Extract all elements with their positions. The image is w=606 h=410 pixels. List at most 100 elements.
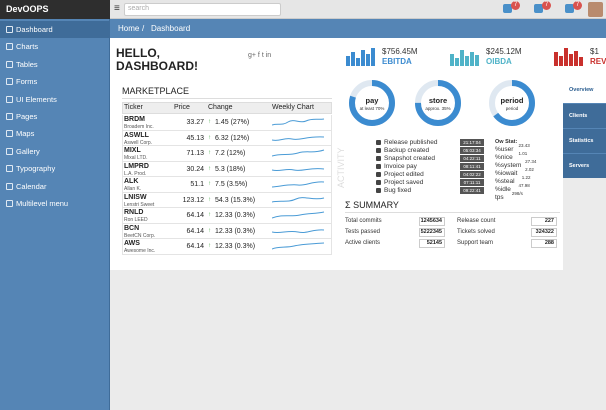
company: Ron LEED xyxy=(124,217,148,223)
time-badge: 05:03:34 xyxy=(460,147,484,154)
price: 45.13 xyxy=(186,134,204,142)
trend-arrow: ↑ xyxy=(208,243,211,249)
company: Mixal LTD. xyxy=(124,155,148,161)
sparkline xyxy=(272,149,325,157)
trend-arrow: ↑ xyxy=(208,150,211,156)
avatar[interactable] xyxy=(588,2,603,17)
sparkline-path xyxy=(272,196,325,202)
summary-label: Total commits xyxy=(345,218,382,224)
activity-text: Project edited xyxy=(384,171,424,178)
tab[interactable]: Clients xyxy=(563,103,606,128)
menu-item[interactable]: Dashboard xyxy=(0,21,110,38)
search-box[interactable]: search xyxy=(124,3,281,16)
trend-arrow: ↑ xyxy=(208,196,211,203)
menu-item[interactable]: UI Elements xyxy=(0,91,110,108)
mini-bar xyxy=(559,56,563,66)
stat-name: %user xyxy=(495,146,514,153)
mini-bar xyxy=(366,54,370,66)
donut-subtitle: at least 70% xyxy=(359,106,385,111)
company: Aswell Corp. xyxy=(124,139,153,146)
stat-value: $1 xyxy=(590,47,599,56)
breadcrumb-bar: Home / Dashboard xyxy=(110,19,606,38)
summary-label: Tickets solved xyxy=(457,229,495,235)
sparkline-path xyxy=(272,181,325,188)
stat-name: %idle xyxy=(495,186,511,193)
menu-icon xyxy=(6,113,13,120)
sparkline-path xyxy=(272,211,325,219)
time-badge: 08:11:41 xyxy=(460,163,484,170)
nav-icon[interactable] xyxy=(503,4,512,13)
tab[interactable]: Statistics xyxy=(563,128,606,153)
menu-item[interactable]: Typography xyxy=(0,160,110,177)
menu-item[interactable]: Forms xyxy=(0,73,110,90)
ticker: AWS xyxy=(124,240,140,247)
summary-value: 288 xyxy=(531,239,557,248)
change: 5.3 (18%) xyxy=(215,165,246,173)
company: L.A. Prod. xyxy=(124,170,147,177)
summary-value: 5222345 xyxy=(419,228,445,237)
social-links[interactable]: g+ f t in xyxy=(248,52,272,59)
activity-label: ACTIVITY xyxy=(336,147,346,188)
menu-icon xyxy=(6,165,13,173)
stats-title: Ow Stat: xyxy=(495,139,518,145)
tabs: Overview Clients Statistics Servers xyxy=(563,78,606,178)
time-badge: 04:22:11 xyxy=(460,155,484,162)
donut-arc xyxy=(489,80,535,126)
donut-title: store xyxy=(428,96,448,105)
company: Lenstri Sweet xyxy=(124,201,155,208)
company: Allan K. xyxy=(124,186,142,192)
stat-label: OIBDA xyxy=(486,57,512,66)
mini-bar xyxy=(361,50,365,66)
stat-value: 47.98 xyxy=(518,183,530,188)
page-title: HELLO, xyxy=(116,46,160,60)
table-row xyxy=(122,239,332,255)
price: 64.14 xyxy=(186,227,204,235)
menu-item[interactable]: Maps xyxy=(0,125,110,142)
sparkline-path xyxy=(272,167,325,171)
donut-subtitle: approx. 35% xyxy=(425,106,451,111)
time-badge: 04:02:22 xyxy=(460,171,484,178)
breadcrumb-home[interactable]: Home xyxy=(118,24,140,33)
summary-label: Active clients xyxy=(345,240,381,246)
table-row xyxy=(122,208,332,224)
sparkline xyxy=(272,167,325,171)
nav-icon[interactable] xyxy=(534,4,543,13)
menu-icon xyxy=(6,60,13,68)
menu-item[interactable]: Tables xyxy=(0,56,110,73)
logo: DevOOPS xyxy=(6,4,49,14)
menu-icon xyxy=(6,147,13,155)
trend-arrow: ↑ xyxy=(208,212,211,218)
table-row xyxy=(122,223,332,239)
menu-item[interactable]: Multilevel menu xyxy=(0,195,110,212)
stat-value: 2.02 xyxy=(525,167,534,172)
nav-icon[interactable] xyxy=(565,4,574,13)
breadcrumb-sep: / xyxy=(142,24,145,33)
table-row xyxy=(122,177,332,193)
tab-label: Clients xyxy=(569,113,588,119)
tab[interactable]: Servers xyxy=(563,153,606,178)
stat-name: %steal xyxy=(495,178,515,185)
badge: 7 xyxy=(511,1,520,10)
stat-value: $756.45M xyxy=(382,47,418,56)
activity-icon xyxy=(376,172,381,177)
badge: 7 xyxy=(542,1,551,10)
trend-arrow: ↑ xyxy=(208,227,211,234)
mini-bar xyxy=(470,52,474,66)
column-header: Weekly Chart xyxy=(272,104,314,111)
menu-item[interactable]: Pages xyxy=(0,108,110,125)
menu-item[interactable]: Calendar xyxy=(0,178,110,195)
badge: 7 xyxy=(573,1,582,10)
activity-icon xyxy=(376,140,381,145)
company: BeetCN Corp. xyxy=(124,232,156,239)
table-row xyxy=(122,192,332,208)
price: 123.12 xyxy=(182,196,204,204)
section-title: MARKETPLACE xyxy=(122,86,190,96)
change: 1.45 (27%) xyxy=(215,119,250,126)
menu-item[interactable]: Gallery xyxy=(0,143,110,160)
table-head xyxy=(122,102,332,114)
menu-toggle[interactable]: ≡ xyxy=(114,3,120,14)
menu-item[interactable]: Charts xyxy=(0,38,110,55)
summary-label: Tests passed xyxy=(345,229,381,235)
sparkline xyxy=(272,118,325,126)
tab[interactable]: Overview xyxy=(563,78,606,103)
